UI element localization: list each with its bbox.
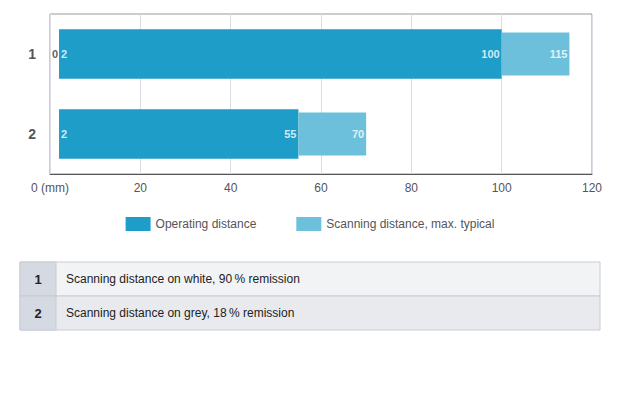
- svg-text:100: 100: [492, 181, 512, 195]
- svg-text:Scanning distance on white, 90: Scanning distance on white, 90 % remissi…: [66, 272, 300, 286]
- svg-text:Scanning distance on grey, 18: Scanning distance on grey, 18 % remissio…: [66, 306, 294, 320]
- svg-text:0: 0: [52, 48, 58, 60]
- svg-text:2: 2: [34, 306, 41, 321]
- svg-text:20: 20: [134, 181, 148, 195]
- svg-text:100: 100: [481, 48, 499, 60]
- svg-text:0 (mm): 0 (mm): [31, 181, 69, 195]
- svg-text:1: 1: [28, 46, 36, 62]
- svg-text:2: 2: [28, 126, 36, 142]
- svg-text:80: 80: [405, 181, 419, 195]
- svg-text:Scanning distance, max. typica: Scanning distance, max. typical: [326, 217, 494, 231]
- svg-text:40: 40: [224, 181, 238, 195]
- svg-text:Operating distance: Operating distance: [156, 217, 257, 231]
- svg-text:115: 115: [550, 48, 568, 60]
- svg-text:2: 2: [61, 128, 67, 140]
- svg-text:120: 120: [582, 181, 602, 195]
- svg-text:60: 60: [314, 181, 328, 195]
- svg-text:55: 55: [284, 128, 296, 140]
- svg-text:2: 2: [61, 48, 67, 60]
- svg-text:70: 70: [352, 128, 364, 140]
- svg-text:1: 1: [34, 272, 41, 287]
